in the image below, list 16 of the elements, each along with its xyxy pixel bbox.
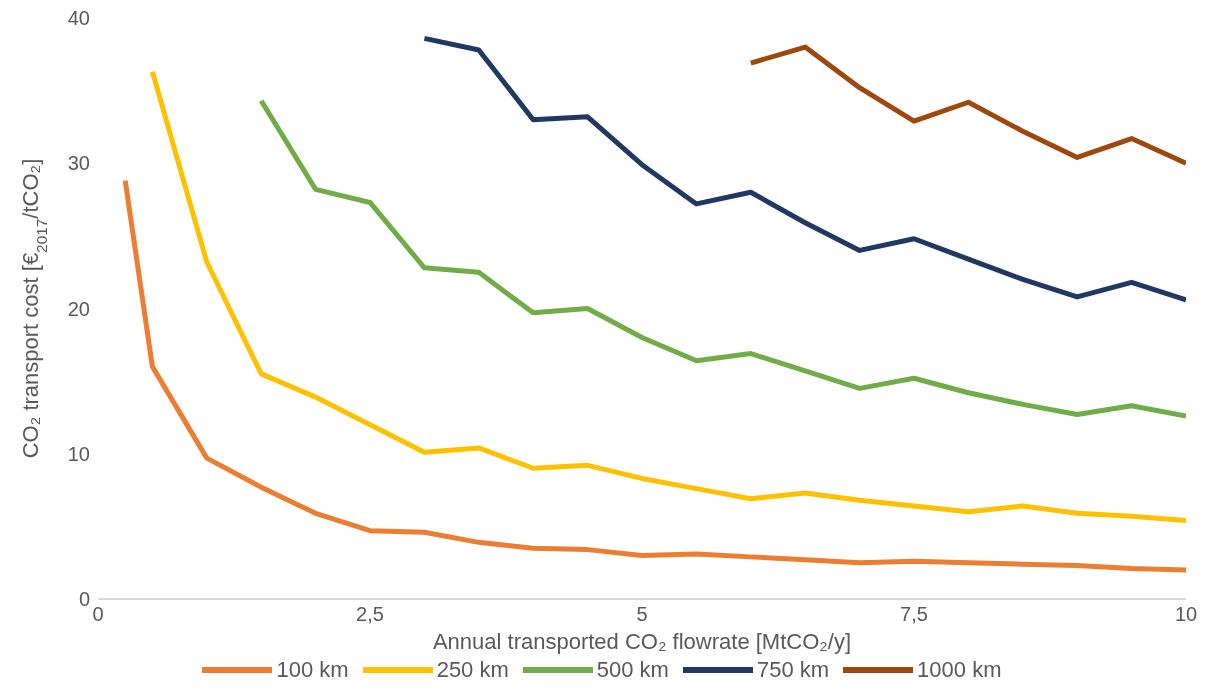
legend-label: 500 km [595,657,669,683]
x-tick-label: 0 [92,603,104,626]
x-tick-label: 2,5 [356,603,384,626]
y-tick-label: 40 [67,7,90,30]
y-tick-label: 30 [67,152,90,175]
legend-label: 100 km [275,657,349,683]
x-axis-title: Annual transported CO₂ flowrate [MtCO₂/y] [432,629,852,654]
legend-label: 250 km [435,657,509,683]
x-tick-label: 5 [636,603,648,626]
legend-label: 1000 km [916,657,1002,683]
y-tick-label: 10 [67,442,90,465]
y-tick-label: 20 [67,297,90,320]
y-tick-label: 0 [78,588,90,611]
x-tick-label: 10 [1174,603,1198,626]
legend-label: 750 km [755,657,830,683]
x-tick-label: 7,5 [900,603,928,626]
